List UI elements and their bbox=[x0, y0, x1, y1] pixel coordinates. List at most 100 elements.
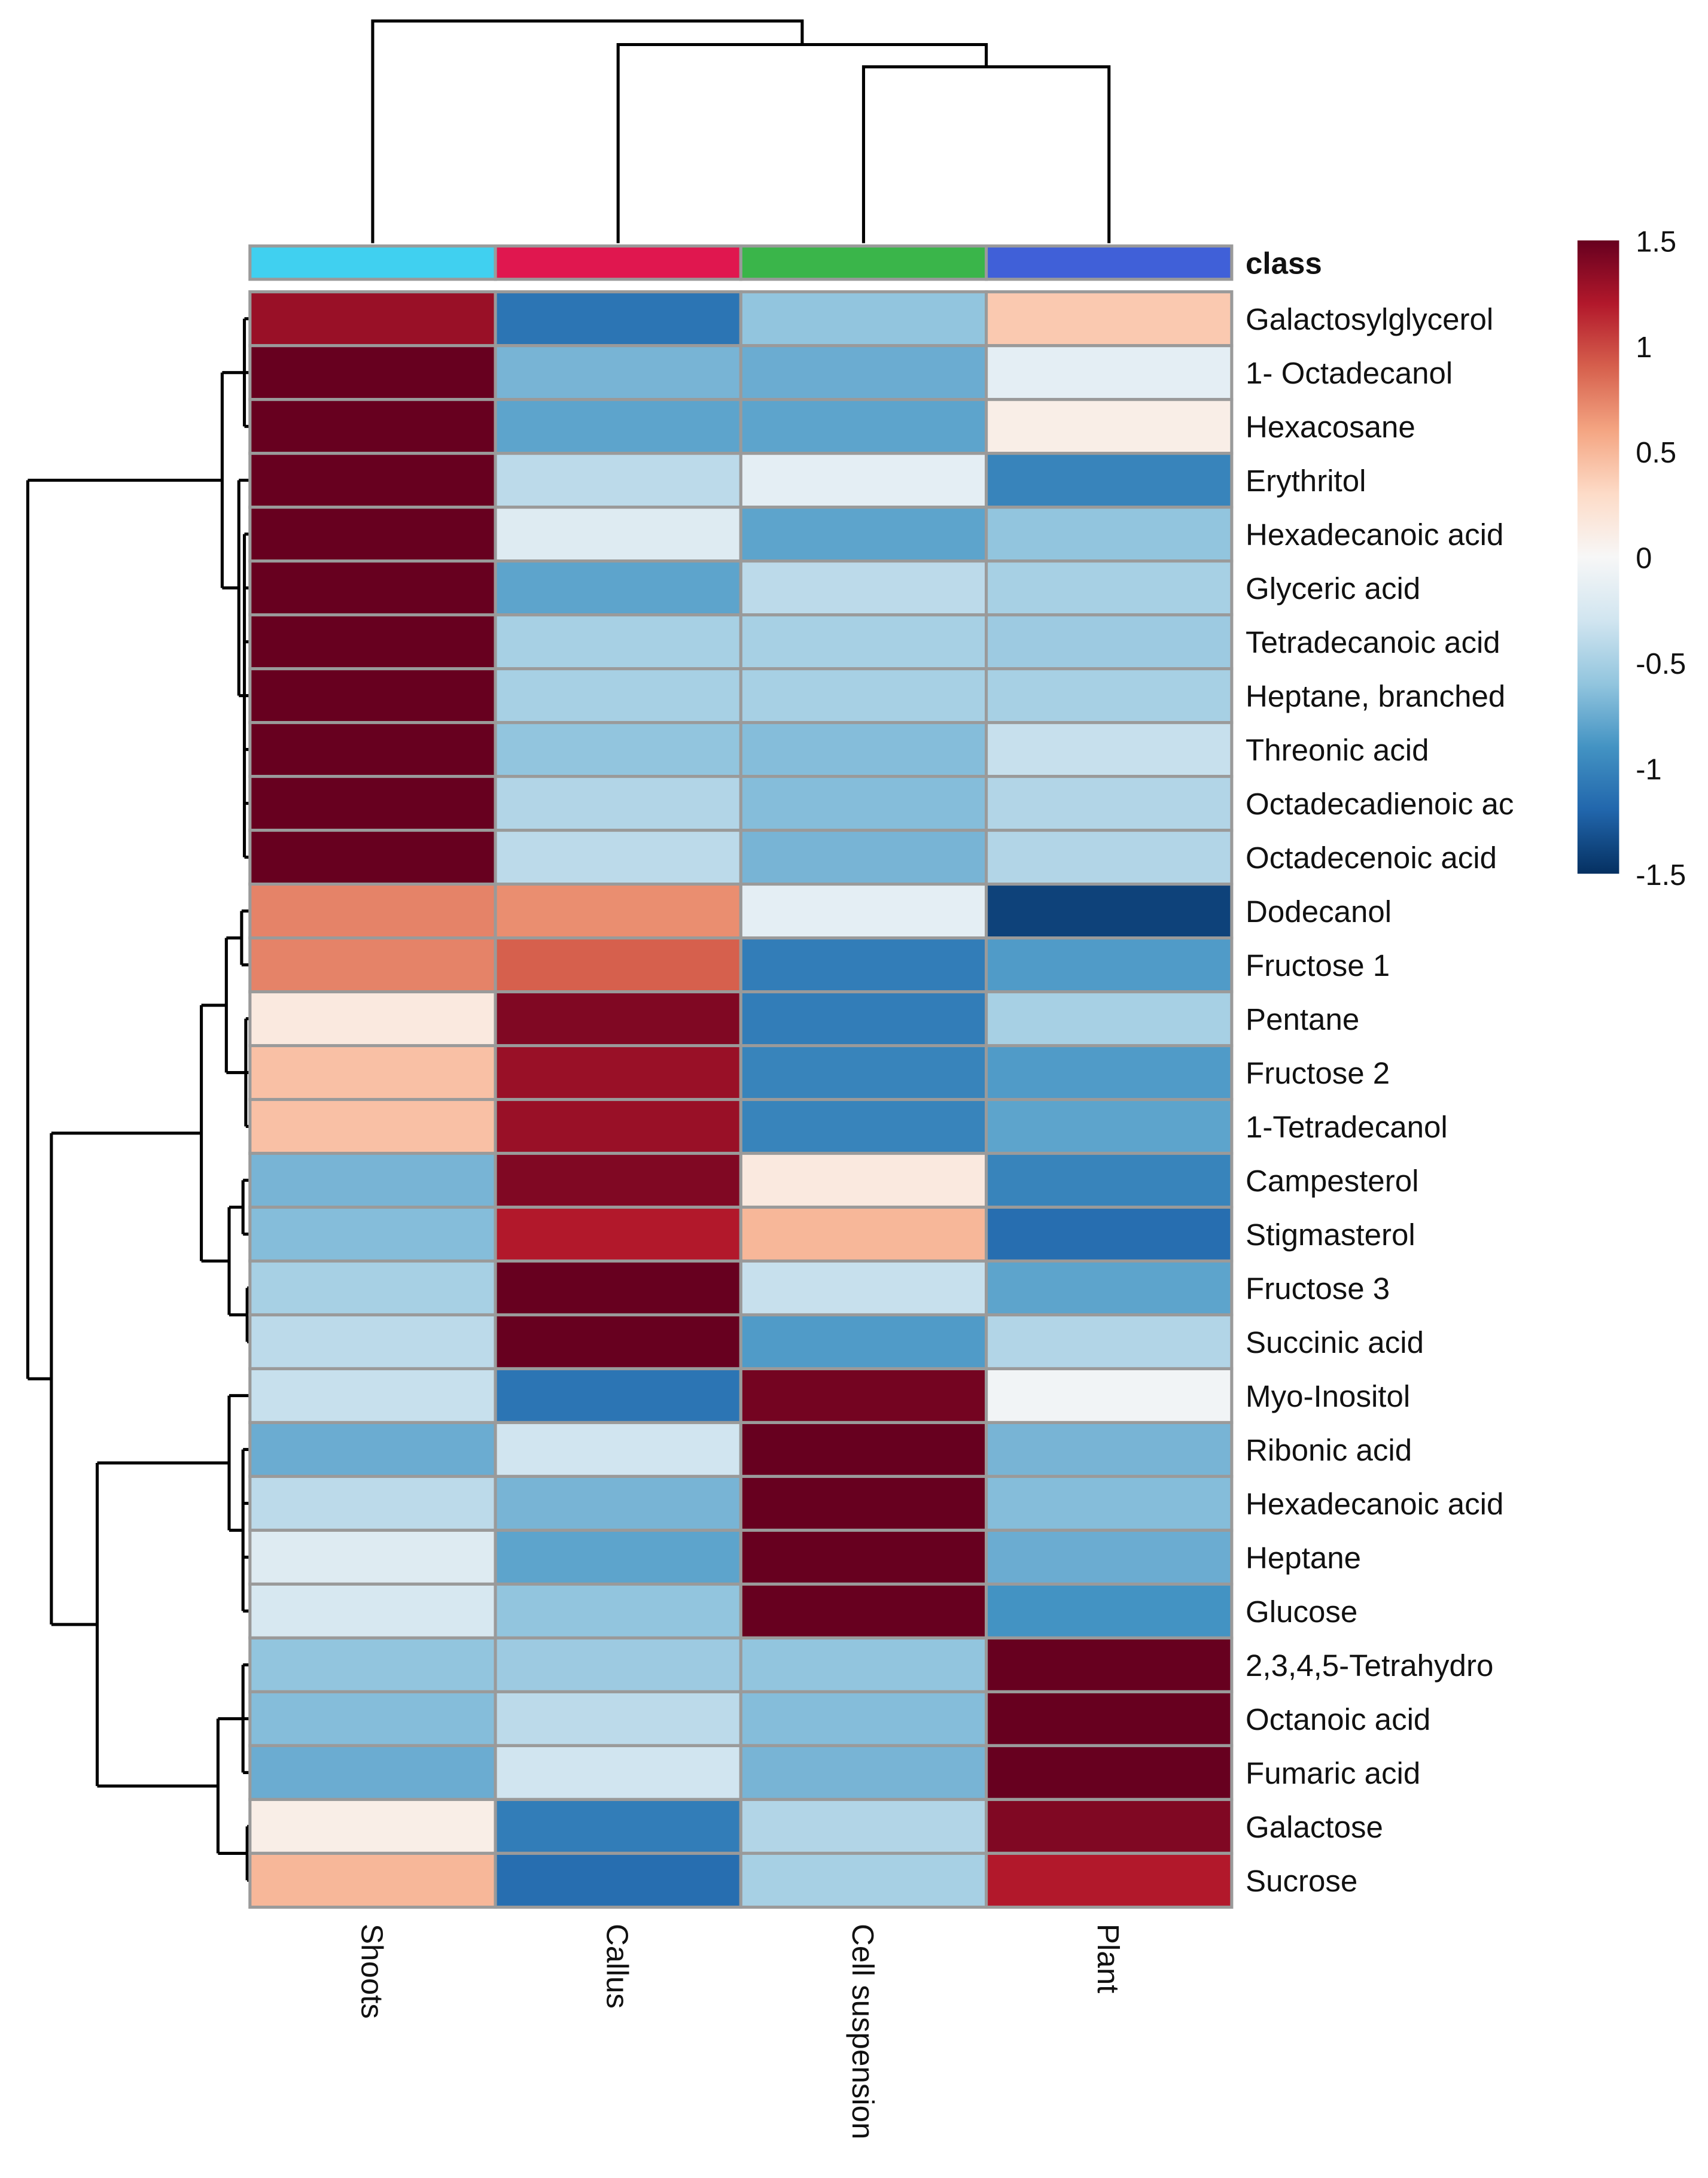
column-label: Callus bbox=[601, 1924, 635, 2009]
heatmap-cell bbox=[248, 1097, 497, 1155]
heatmap-cell bbox=[248, 1474, 497, 1532]
heatmap-cell bbox=[985, 398, 1234, 455]
heatmap-cell bbox=[739, 1582, 988, 1639]
row-label: Octadecadienoic ac bbox=[1246, 787, 1514, 821]
heatmap-cell bbox=[248, 452, 497, 509]
heatmap-cell bbox=[739, 1151, 988, 1209]
heatmap-cell bbox=[739, 1205, 988, 1263]
heatmap-cell bbox=[494, 1851, 742, 1909]
class-annotation-cell bbox=[985, 244, 1234, 281]
heatmap-cell bbox=[985, 936, 1234, 994]
heatmap-cell bbox=[248, 721, 497, 778]
row-label: Galactosylglycerol bbox=[1246, 302, 1493, 336]
class-annotation-cell bbox=[494, 244, 742, 281]
heatmap-cell bbox=[494, 721, 742, 778]
heatmap-cell bbox=[494, 990, 742, 1048]
heatmap-cell bbox=[985, 559, 1234, 617]
heatmap-cell bbox=[494, 290, 742, 348]
heatmap-cell bbox=[739, 1259, 988, 1317]
heatmap-cell bbox=[494, 1259, 742, 1317]
row-label: Heptane bbox=[1246, 1541, 1361, 1575]
heatmap-cell bbox=[494, 1636, 742, 1693]
row-label: Hexadecanoic acid bbox=[1246, 1487, 1503, 1521]
dendrogram-branch bbox=[371, 19, 804, 244]
heatmap-cell bbox=[739, 1420, 988, 1479]
row-label: 1-Tetradecanol bbox=[1246, 1110, 1448, 1144]
class-annotation-cell bbox=[248, 244, 497, 281]
heatmap-cell bbox=[739, 1044, 988, 1102]
heatmap-cell bbox=[985, 990, 1234, 1048]
legend-tick-label: 0 bbox=[1636, 543, 1652, 575]
heatmap-cell bbox=[494, 1097, 742, 1155]
heatmap-cell bbox=[494, 398, 742, 455]
row-label: Sucrose bbox=[1246, 1864, 1357, 1898]
row-label: Fructose 3 bbox=[1246, 1271, 1390, 1306]
heatmap-cell bbox=[739, 1690, 988, 1747]
heatmap-cell bbox=[739, 506, 988, 563]
legend-tick-label: -1.5 bbox=[1636, 859, 1686, 892]
heatmap-cell bbox=[739, 1851, 988, 1909]
heatmap-cell bbox=[985, 1797, 1234, 1855]
heatmap-cell bbox=[494, 559, 742, 617]
row-label: Octadecenoic acid bbox=[1246, 841, 1497, 875]
row-labels: Galactosylglycerol 1- Octadecanol Hexacosa… bbox=[1246, 302, 1514, 1898]
heatmap-cell bbox=[248, 1420, 497, 1479]
heatmap-cell bbox=[739, 613, 988, 671]
row-label: Galactose bbox=[1246, 1810, 1383, 1844]
heatmap-cell bbox=[985, 1582, 1234, 1639]
row-label: Erythritol bbox=[1246, 464, 1366, 498]
column-label: Shoots bbox=[355, 1924, 389, 2019]
row-label: Myo-Inositol bbox=[1246, 1379, 1410, 1413]
heatmap-cell bbox=[248, 1313, 497, 1371]
heatmap-cell bbox=[985, 667, 1234, 725]
heatmap-cell bbox=[494, 775, 742, 832]
legend-tick-label: 1.5 bbox=[1636, 226, 1676, 258]
heatmap-cell bbox=[739, 452, 988, 509]
heatmap-cell bbox=[739, 1528, 988, 1586]
heatmap-cell bbox=[985, 1474, 1234, 1532]
column-label: Cell suspension bbox=[846, 1924, 880, 2139]
heatmap-cell bbox=[739, 1367, 988, 1425]
heatmap-cell bbox=[985, 613, 1234, 671]
row-label: Ribonic acid bbox=[1246, 1433, 1412, 1467]
heatmap-cell bbox=[739, 1474, 988, 1532]
dendrogram-branch bbox=[616, 42, 988, 244]
heatmap-cell bbox=[494, 829, 742, 886]
row-label: 1- Octadecanol bbox=[1246, 356, 1453, 390]
heatmap-cell bbox=[739, 990, 988, 1048]
heatmap-cells bbox=[248, 290, 1234, 1909]
row-label: Heptane, branched bbox=[1246, 679, 1505, 713]
heatmap-cell bbox=[739, 721, 988, 778]
row-label: Glucose bbox=[1246, 1595, 1357, 1629]
heatmap-cell bbox=[985, 1097, 1234, 1155]
heatmap-cell bbox=[739, 290, 988, 348]
heatmap-cell bbox=[985, 1205, 1234, 1263]
heatmap-cell bbox=[985, 1851, 1234, 1909]
heatmap-cell bbox=[739, 1797, 988, 1855]
heatmap-cell bbox=[494, 936, 742, 994]
heatmap-cell bbox=[248, 1582, 497, 1639]
heatmap-cell bbox=[494, 1528, 742, 1586]
heatmap-cell bbox=[739, 1313, 988, 1371]
heatmap-cell bbox=[248, 559, 497, 617]
heatmap-cell bbox=[739, 398, 988, 455]
heatmap-cell bbox=[739, 1097, 988, 1155]
column-dendrogram bbox=[371, 19, 1111, 244]
heatmap-cell bbox=[248, 775, 497, 832]
heatmap-cell bbox=[985, 883, 1234, 940]
dendrogram-branch bbox=[861, 65, 1111, 244]
heatmap-cell bbox=[739, 344, 988, 401]
row-label: Dodecanol bbox=[1246, 895, 1392, 929]
heatmap-cell bbox=[248, 936, 497, 994]
heatmap-cell bbox=[248, 1851, 497, 1909]
heatmap-cell bbox=[985, 344, 1234, 401]
heatmap-cell bbox=[248, 1367, 497, 1425]
row-label: Fructose 2 bbox=[1246, 1056, 1390, 1090]
heatmap-cell bbox=[248, 506, 497, 563]
heatmap-cell bbox=[494, 1744, 742, 1801]
heatmap-cell bbox=[739, 559, 988, 617]
row-label: Stigmasterol bbox=[1246, 1218, 1415, 1252]
heatmap-cell bbox=[494, 1474, 742, 1532]
